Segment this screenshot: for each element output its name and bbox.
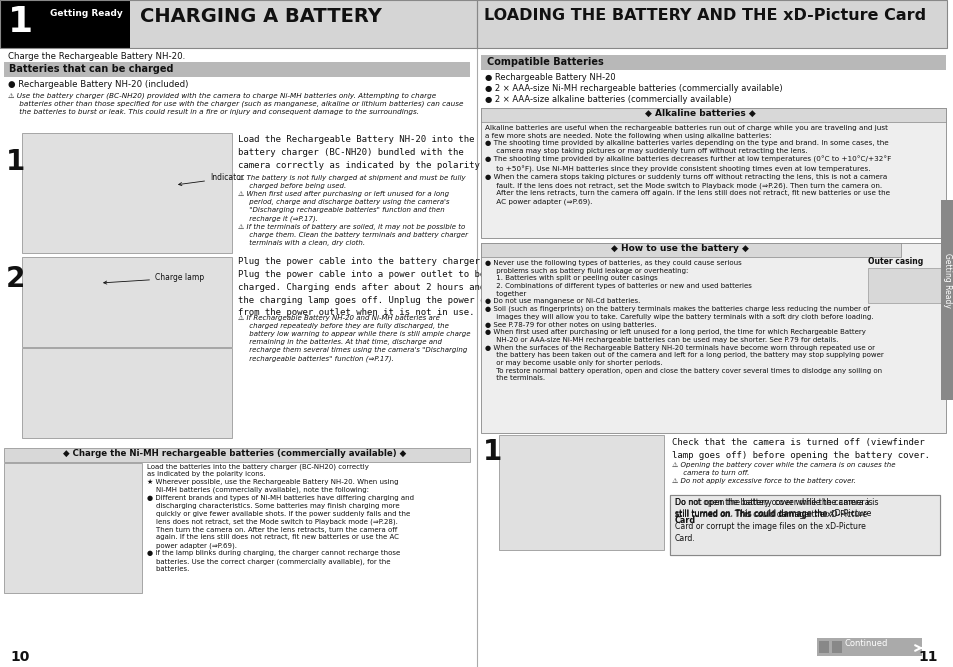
Text: Outer casing: Outer casing: [867, 257, 923, 266]
Text: Check that the camera is turned off (viewfinder
lamp goes off) before opening th: Check that the camera is turned off (vie…: [671, 438, 929, 460]
Bar: [498, 435, 663, 550]
Text: 2: 2: [6, 265, 26, 293]
Bar: [0, 0, 476, 48]
Text: ● 2 × AAA-size Ni-MH rechargeable batteries (commercially available): ● 2 × AAA-size Ni-MH rechargeable batter…: [484, 84, 781, 93]
Bar: [480, 108, 945, 122]
Bar: [831, 641, 841, 653]
Bar: [4, 463, 142, 593]
Bar: [22, 348, 232, 438]
Text: Getting Ready: Getting Ready: [50, 9, 123, 18]
Text: ⚠ The battery is not fully charged at shipment and must be fully
     charged be: ⚠ The battery is not fully charged at sh…: [237, 175, 468, 246]
Bar: [130, 0, 476, 48]
Text: Plug the power cable into the battery charger.
Plug the power cable into a power: Plug the power cable into the battery ch…: [237, 257, 506, 317]
Text: Batteries that can be charged: Batteries that can be charged: [9, 64, 173, 74]
Text: 10: 10: [10, 650, 30, 664]
Text: CHARGING A BATTERY: CHARGING A BATTERY: [140, 7, 381, 26]
Text: 1: 1: [6, 148, 25, 176]
Bar: [669, 495, 939, 555]
Bar: [22, 257, 232, 347]
Bar: [669, 495, 939, 555]
Text: ● Rechargeable Battery NH-20 (included): ● Rechargeable Battery NH-20 (included): [8, 80, 188, 89]
Bar: [4, 62, 470, 77]
Text: Indicator: Indicator: [178, 173, 244, 185]
Text: Charge lamp: Charge lamp: [104, 273, 204, 284]
Bar: [22, 133, 232, 253]
Bar: [480, 243, 945, 433]
Text: ⚠ Opening the battery cover while the camera is on causes the
     camera to tur: ⚠ Opening the battery cover while the ca…: [671, 462, 895, 484]
Bar: [0, 0, 130, 48]
Text: ● Never use the following types of batteries, as they could cause serious
     p: ● Never use the following types of batte…: [484, 260, 882, 382]
Text: Charge the Rechargeable Battery NH-20.: Charge the Rechargeable Battery NH-20.: [8, 52, 185, 61]
Text: LOADING THE BATTERY AND THE xD-Picture Card: LOADING THE BATTERY AND THE xD-Picture C…: [483, 8, 925, 23]
Text: Compatible Batteries: Compatible Batteries: [486, 57, 603, 67]
Text: 1: 1: [8, 5, 33, 39]
Text: Load the batteries into the battery charger (BC-NH20) correctly
as indicated by : Load the batteries into the battery char…: [147, 463, 414, 572]
Bar: [480, 243, 900, 257]
Text: Card: Card: [675, 516, 696, 525]
Text: Continued: Continued: [844, 639, 887, 648]
Bar: [940, 200, 953, 400]
Bar: [816, 638, 921, 656]
Text: Load the Rechargeable Battery NH-20 into the
battery charger (BC-NH20) bundled w: Load the Rechargeable Battery NH-20 into…: [237, 135, 517, 169]
Text: ● Rechargeable Battery NH-20: ● Rechargeable Battery NH-20: [484, 73, 615, 82]
Text: ◆ Alkaline batteries ◆: ◆ Alkaline batteries ◆: [644, 109, 755, 118]
Bar: [4, 448, 470, 462]
Text: ◆ How to use the battery ◆: ◆ How to use the battery ◆: [611, 244, 748, 253]
Bar: [867, 268, 941, 303]
Text: still turned on. This could damage the xD-Picture: still turned on. This could damage the x…: [675, 509, 870, 518]
Text: 11: 11: [918, 650, 937, 664]
Text: Do not open the battery cover while the camera is
still turned on. This could da: Do not open the battery cover while the …: [675, 498, 872, 544]
Bar: [480, 55, 945, 70]
Text: Alkaline batteries are useful when the rechargeable batteries run out of charge : Alkaline batteries are useful when the r…: [484, 125, 890, 205]
Text: ⚠ If Rechargeable Battery NH-20 and Ni-MH batteries are
     charged repeatedly : ⚠ If Rechargeable Battery NH-20 and Ni-M…: [237, 315, 470, 362]
Bar: [476, 0, 946, 48]
Text: ◆ Charge the Ni-MH rechargeable batteries (commercially available) ◆: ◆ Charge the Ni-MH rechargeable batterie…: [63, 449, 406, 458]
Text: Getting Ready: Getting Ready: [942, 253, 951, 307]
Text: 1: 1: [482, 438, 501, 466]
Text: ● 2 × AAA-size alkaline batteries (commercially available): ● 2 × AAA-size alkaline batteries (comme…: [484, 95, 731, 104]
Bar: [818, 641, 828, 653]
Bar: [480, 108, 945, 238]
Text: Do not open the battery cover while the camera is
still turned on. This could da: Do not open the battery cover while the …: [675, 498, 878, 519]
Text: ⚠ Use the battery charger (BC-NH20) provided with the camera to charge Ni-MH bat: ⚠ Use the battery charger (BC-NH20) prov…: [8, 92, 463, 115]
